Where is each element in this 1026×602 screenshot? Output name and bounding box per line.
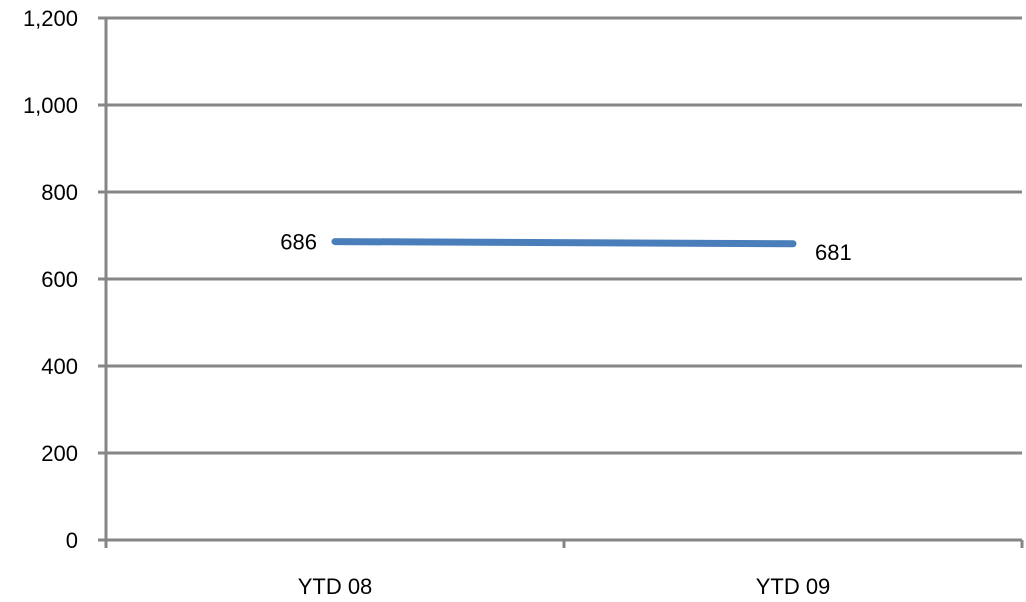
gridlines [106, 16, 1022, 455]
y-tick-label: 1,000 [23, 93, 78, 118]
series-line [331, 238, 797, 248]
series-lines [331, 238, 797, 248]
y-tick-label: 800 [41, 180, 78, 205]
y-axis-tick-labels: 0 200 400 600 800 1,000 1,200 [23, 6, 78, 553]
x-axis-tick-labels: YTD 08 YTD 09 [298, 574, 831, 599]
x-tick-label: YTD 08 [298, 574, 373, 599]
data-label: 686 [280, 230, 317, 255]
y-tick-label: 600 [41, 267, 78, 292]
y-tick-label: 0 [66, 528, 78, 553]
data-labels: 686 681 [280, 230, 851, 265]
y-tick-label: 200 [41, 441, 78, 466]
y-tick-label: 1,200 [23, 6, 78, 31]
y-tick-label: 400 [41, 354, 78, 379]
x-tick-label: YTD 09 [756, 574, 831, 599]
axes [98, 16, 1024, 548]
data-label: 681 [815, 240, 852, 265]
